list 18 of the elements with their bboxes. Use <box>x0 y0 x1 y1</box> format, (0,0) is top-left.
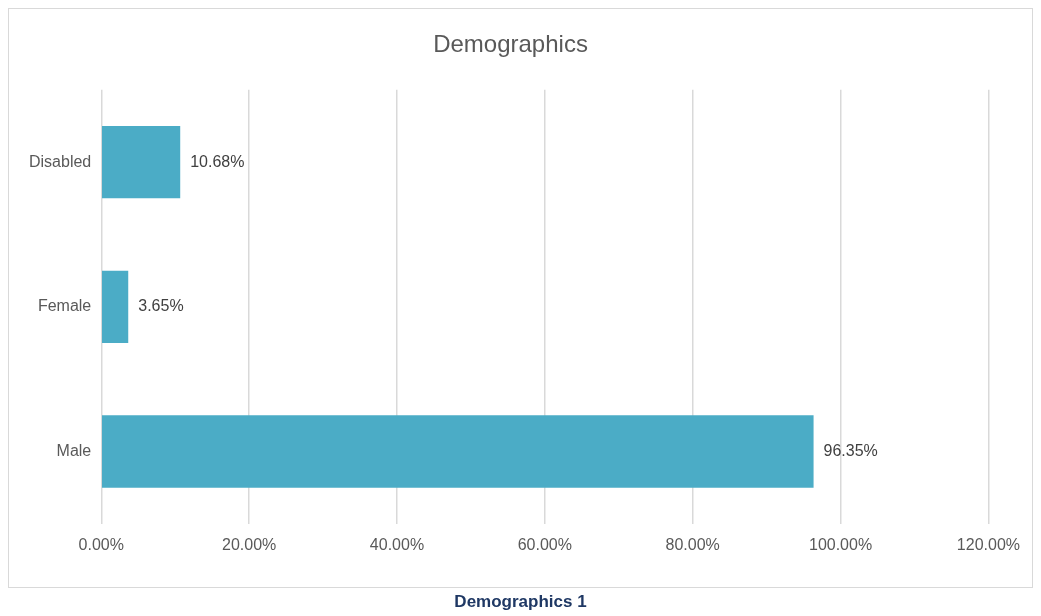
x-tick-label: 40.00% <box>369 535 425 553</box>
x-tick-label: 80.00% <box>665 535 720 553</box>
x-tick-label: 100.00% <box>808 535 873 553</box>
y-tick-label: Male <box>56 441 92 459</box>
chart-title: Demographics <box>433 30 588 58</box>
data-label: 3.65% <box>138 297 184 315</box>
bar <box>102 270 129 343</box>
x-tick-label: 60.00% <box>517 535 572 553</box>
y-tick-label: Female <box>37 297 92 315</box>
x-tick-label: 120.00% <box>956 535 1020 553</box>
x-tick-label: 0.00% <box>78 535 124 553</box>
bar <box>102 415 814 488</box>
data-label: 96.35% <box>823 441 878 459</box>
text: Demographics 1 <box>453 592 588 612</box>
bar <box>102 125 181 199</box>
data-label: 10.68% <box>190 152 245 170</box>
x-tick-label: 20.00% <box>221 535 277 553</box>
y-tick-label: Disabled <box>28 152 92 170</box>
